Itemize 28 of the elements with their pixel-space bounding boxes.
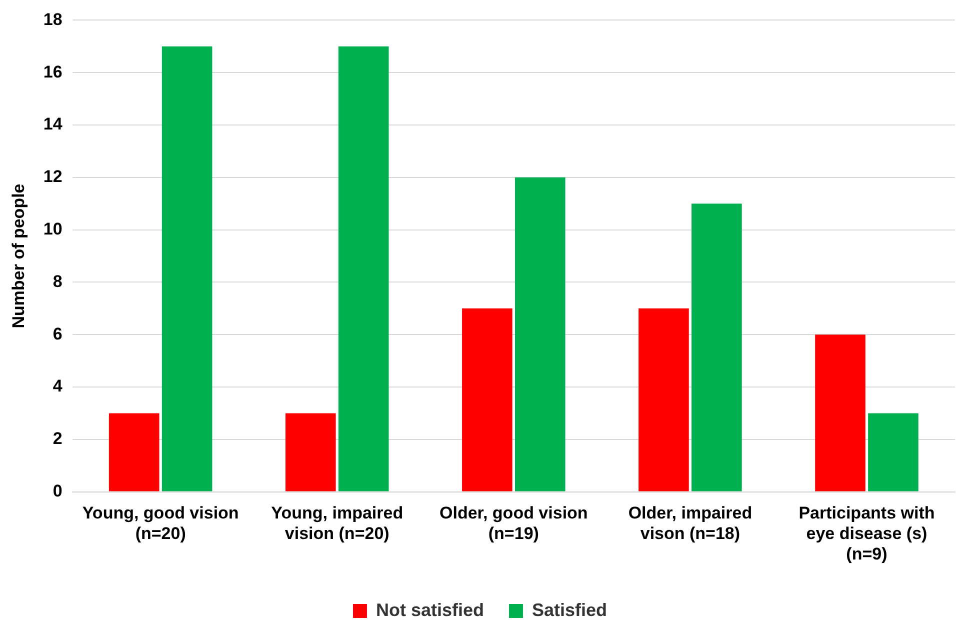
y-tick-label: 6 <box>52 324 62 344</box>
y-tick-label: 0 <box>52 481 62 500</box>
y-tick-label: 14 <box>43 114 63 134</box>
bar <box>462 308 512 492</box>
y-tick-label: 12 <box>43 167 62 186</box>
x-tick-label: Older, impaired vison (n=18) <box>628 504 752 544</box>
bar <box>815 334 866 492</box>
x-tick-label: Older, good vision (n=19) <box>440 504 588 544</box>
legend-label: Satisfied <box>532 600 608 620</box>
bar <box>162 46 212 492</box>
bar <box>514 177 566 492</box>
bar <box>108 413 160 492</box>
bar <box>638 308 689 492</box>
y-tick-label: 2 <box>52 429 62 448</box>
bar <box>338 46 389 492</box>
x-tick-label: Participants with eye disease (s) (n=9) <box>798 504 935 564</box>
y-tick-label: 8 <box>52 272 62 291</box>
y-axis-title: Number of people <box>8 184 28 328</box>
y-tick-label: 4 <box>52 376 63 396</box>
x-tick-label: Young, good vision (n=20) <box>82 504 239 544</box>
bar <box>692 204 742 492</box>
x-tick-label: Young, impaired vision (n=20) <box>271 504 404 544</box>
legend-label: Not satisfied <box>376 600 484 620</box>
y-tick-label: 10 <box>43 219 62 238</box>
y-tick-label: 16 <box>43 62 62 82</box>
bar <box>285 413 336 492</box>
bar <box>868 413 918 492</box>
y-tick-label: 18 <box>43 10 62 29</box>
